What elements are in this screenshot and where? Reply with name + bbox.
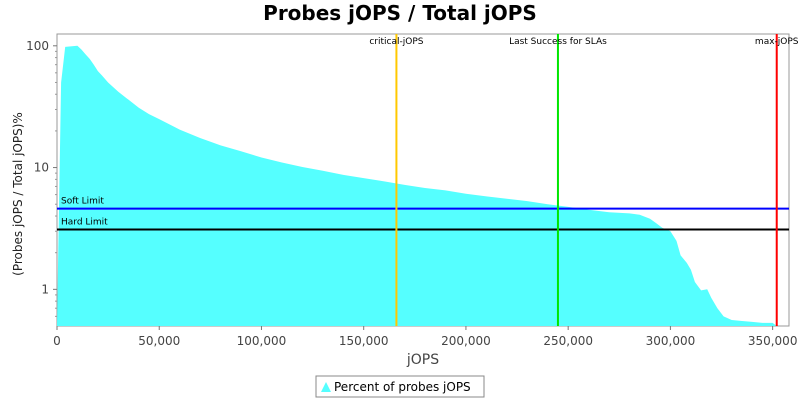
ref-label-max-jops: max-jOPS bbox=[755, 37, 799, 47]
y-axis-label: (Probes jOPS / Total jOPS)% bbox=[11, 112, 25, 276]
ref-label-last-success-for-slas: Last Success for SLAs bbox=[509, 37, 607, 47]
x-tick-label: 150,000 bbox=[339, 334, 389, 348]
legend-box bbox=[315, 375, 485, 398]
reference-lines-layer: Soft Limit Hard Limit critical-jOPS Last Su… bbox=[57, 34, 799, 326]
ref-label-critical-jops: critical-jOPS bbox=[369, 37, 423, 47]
x-tick-label: 250,000 bbox=[543, 334, 593, 348]
y-axis-ticks: 1 10 100 bbox=[26, 39, 57, 317]
y-tick-label: 10 bbox=[34, 161, 49, 175]
x-tick-label: 300,000 bbox=[646, 334, 696, 348]
series-area-probes-jops bbox=[57, 45, 777, 327]
x-tick-label: 50,000 bbox=[138, 334, 180, 348]
ref-label-hard-limit: Hard Limit bbox=[61, 218, 108, 228]
series-area-layer bbox=[57, 45, 777, 327]
x-axis-ticks: 0 50,000 100,000 150,000 200,000 250,000 300,0… bbox=[53, 326, 797, 348]
x-axis-label: jOPS bbox=[406, 352, 439, 368]
chart-title: Probes jOPS / Total jOPS bbox=[263, 1, 537, 25]
x-tick-label: 200,000 bbox=[441, 334, 491, 348]
legend-swatch-icon bbox=[321, 382, 331, 392]
ref-label-soft-limit: Soft Limit bbox=[61, 197, 104, 207]
x-tick-label: 100,000 bbox=[237, 334, 287, 348]
x-tick-label: 0 bbox=[53, 334, 61, 348]
x-tick-label: 350,000 bbox=[748, 334, 798, 348]
y-tick-label: 1 bbox=[41, 282, 49, 296]
legend-label: Percent of probes jOPS bbox=[334, 380, 471, 394]
legend: Percent of probes jOPS bbox=[315, 375, 485, 398]
y-tick-label: 100 bbox=[26, 39, 49, 53]
